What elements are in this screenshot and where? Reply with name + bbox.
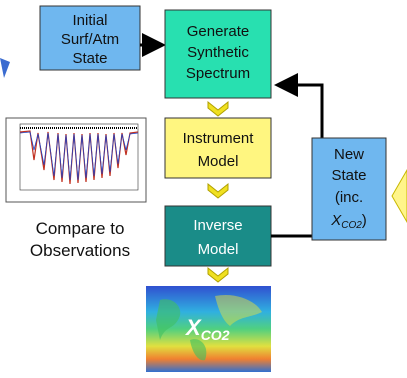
box-label: Model: [198, 153, 239, 170]
compare-label: Observations: [30, 241, 130, 260]
subscript: CO2: [201, 327, 230, 343]
box-label: Model: [198, 241, 239, 258]
edge-shape: [0, 58, 10, 78]
spectrum-image: [6, 118, 146, 202]
box-label: Generate: [187, 23, 250, 40]
edge-shape: [392, 170, 407, 222]
subscript: CO2: [341, 220, 362, 231]
box-label: (inc.: [335, 189, 363, 206]
chevron: [208, 102, 228, 116]
box-label: Instrument: [183, 130, 255, 147]
diagram: Initial Surf/Atm State Generate Syntheti…: [0, 0, 407, 378]
box-label: Inverse: [193, 217, 242, 234]
box-label: Surf/Atm: [61, 31, 119, 48]
box-label: State: [72, 50, 107, 67]
suffix: ): [362, 212, 367, 229]
arrow: [280, 85, 322, 138]
box-label: Initial: [72, 12, 107, 29]
chevron: [208, 184, 228, 198]
chevron: [208, 268, 228, 282]
box-label: New: [334, 146, 364, 163]
compare-label: Compare to: [36, 219, 125, 238]
symbol: X: [184, 315, 202, 340]
box-label: Spectrum: [186, 65, 250, 82]
box-label: State: [331, 167, 366, 184]
box-label: Synthetic: [187, 44, 249, 61]
